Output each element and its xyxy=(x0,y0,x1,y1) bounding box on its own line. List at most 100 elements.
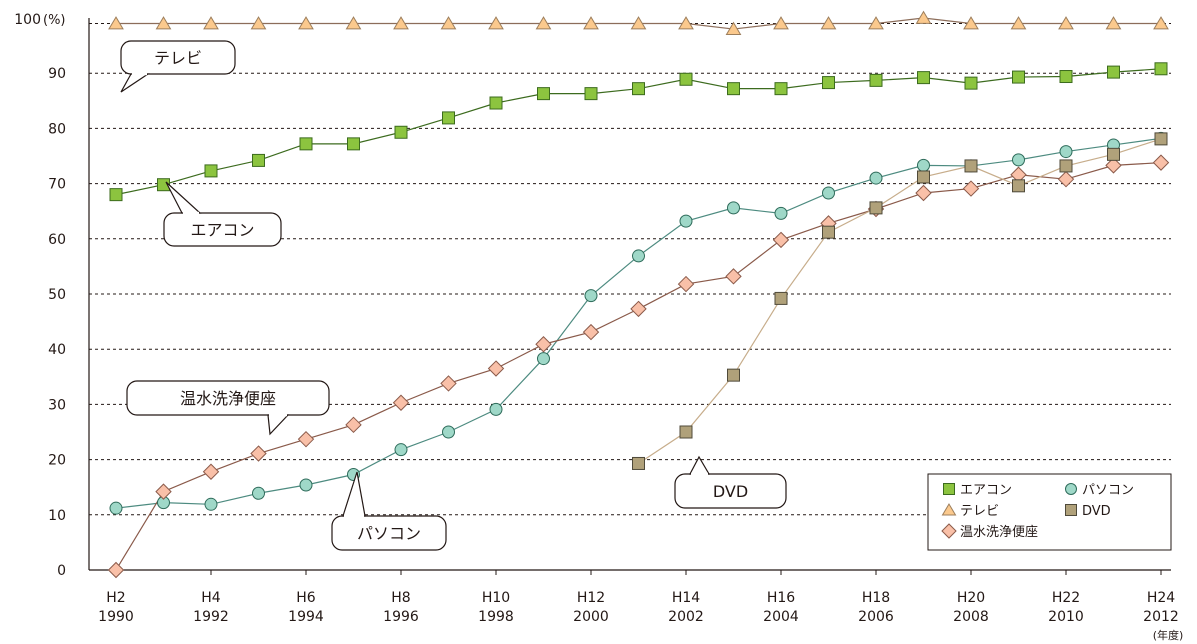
data-point-DVD xyxy=(869,201,883,215)
data-point-テレビ xyxy=(440,16,457,30)
x-tick-labels: H2 1990 H4 1992 H6 1994 H8 1996 H10 1998 H12 2000 H1… xyxy=(98,570,1179,625)
data-point-エアコン xyxy=(679,72,693,86)
data-point-エアコン xyxy=(1107,65,1120,79)
data-point-パソコン xyxy=(727,201,740,215)
data-point-テレビ xyxy=(108,16,124,30)
legend-marker xyxy=(941,523,957,539)
gridlines xyxy=(89,23,1171,516)
callout-温水洗浄便座: 温水洗浄便座 xyxy=(126,380,330,436)
callout-text: テレビ xyxy=(154,49,202,68)
callout-テレビ: テレビ xyxy=(120,40,236,93)
x-tick-label-era: H16 xyxy=(767,590,795,606)
legend-label: 温水洗浄便座 xyxy=(960,525,1038,540)
data-point-DVD xyxy=(727,368,740,382)
data-point-テレビ xyxy=(1058,16,1074,30)
data-point-温水洗浄便座 xyxy=(677,275,695,293)
data-point-テレビ xyxy=(868,16,884,30)
data-point-エアコン xyxy=(1059,70,1073,84)
data-point-エアコン xyxy=(774,82,788,96)
axes xyxy=(88,18,1171,571)
data-point-テレビ xyxy=(393,16,409,30)
data-point-テレビ xyxy=(1105,16,1122,30)
data-point-DVD xyxy=(774,291,788,305)
data-point-テレビ xyxy=(203,16,219,30)
data-point-温水洗浄便座 xyxy=(630,300,647,318)
callout-pointer xyxy=(120,73,150,93)
legend-item-エアコン: エアコン xyxy=(943,483,1012,498)
data-point-テレビ xyxy=(915,10,932,24)
data-point-エアコン xyxy=(109,188,123,202)
callout-text: エアコン xyxy=(190,221,254,240)
legend-marker xyxy=(1065,483,1077,495)
x-tick-label-era: H12 xyxy=(577,590,605,606)
data-point-パソコン xyxy=(822,186,835,200)
data-point-DVD xyxy=(1154,132,1168,146)
data-point-テレビ xyxy=(250,16,267,30)
data-point-パソコン xyxy=(394,443,408,457)
data-point-温水洗浄便座 xyxy=(345,416,362,434)
x-tick-label-era: H10 xyxy=(482,590,510,606)
data-point-パソコン xyxy=(109,501,123,515)
x-tick-label-year: 2006 xyxy=(858,609,894,625)
x-tick-label-year: 1990 xyxy=(98,609,134,625)
x-tick-label-era: H8 xyxy=(391,590,410,606)
x-tick-label-year: 2012 xyxy=(1143,609,1179,625)
data-point-温水洗浄便座 xyxy=(772,231,790,249)
data-point-エアコン xyxy=(299,137,313,151)
y-tick-label: 90 xyxy=(48,66,66,82)
x-tick-label-era: H22 xyxy=(1052,590,1080,606)
data-point-テレビ xyxy=(583,16,599,30)
data-point-パソコン xyxy=(869,171,883,185)
y-tick-label: 40 xyxy=(48,342,66,358)
data-point-テレビ xyxy=(298,16,314,30)
data-point-温水洗浄便座 xyxy=(155,483,172,500)
y-tick-label: 50 xyxy=(48,287,66,303)
data-point-エアコン xyxy=(347,137,360,151)
x-tick-label-year: 2000 xyxy=(573,609,609,625)
data-point-エアコン xyxy=(537,87,550,101)
x-tick-label-year: 1992 xyxy=(193,609,229,625)
data-point-エアコン xyxy=(489,96,503,110)
data-point-テレビ xyxy=(1153,16,1169,30)
data-point-エアコン xyxy=(964,76,978,90)
x-tick-label-year: 1996 xyxy=(383,609,419,625)
data-point-パソコン xyxy=(632,249,645,263)
callout-box xyxy=(331,515,447,551)
legend-marker xyxy=(941,503,957,516)
y-tick-label: 80 xyxy=(48,121,66,137)
y-tick-label: 10 xyxy=(48,508,66,524)
data-point-パソコン xyxy=(917,158,930,172)
data-point-DVD xyxy=(1107,147,1120,161)
legend-label: エアコン xyxy=(960,483,1012,498)
x-tick-label-year: 1994 xyxy=(288,609,324,625)
data-point-エアコン xyxy=(632,82,645,96)
data-point-DVD xyxy=(1012,179,1025,193)
data-point-パソコン xyxy=(299,478,313,492)
data-point-温水洗浄便座 xyxy=(1152,154,1170,171)
data-point-温水洗浄便座 xyxy=(202,463,220,480)
callout-box xyxy=(120,40,236,75)
x-unit-label: (年度) xyxy=(1153,628,1184,642)
x-tick-label-era: H2 xyxy=(106,590,125,606)
x-tick-label-era: H20 xyxy=(957,590,985,606)
data-point-エアコン xyxy=(204,164,218,178)
data-point-温水洗浄便座 xyxy=(392,394,410,411)
data-point-エアコン xyxy=(584,87,598,101)
series-line-DVD xyxy=(638,138,1162,464)
y-tick-labels: 0 10 20 30 40 50 60 70 80 90 xyxy=(48,66,66,579)
data-point-パソコン xyxy=(442,425,455,439)
y-tick-label: 0 xyxy=(57,563,66,579)
data-point-パソコン xyxy=(584,289,598,303)
series-line-パソコン xyxy=(115,137,1162,509)
series-markers xyxy=(107,10,1170,579)
data-point-温水洗浄便座 xyxy=(962,180,980,197)
data-point-温水洗浄便座 xyxy=(915,184,932,202)
callout-pointer xyxy=(267,414,290,436)
data-point-温水洗浄便座 xyxy=(297,430,315,448)
callout-pointer xyxy=(689,455,711,475)
legend-marker xyxy=(943,483,955,495)
x-tick-label-year: 1998 xyxy=(478,609,514,625)
callout-box xyxy=(126,380,330,416)
data-point-テレビ xyxy=(820,16,837,30)
